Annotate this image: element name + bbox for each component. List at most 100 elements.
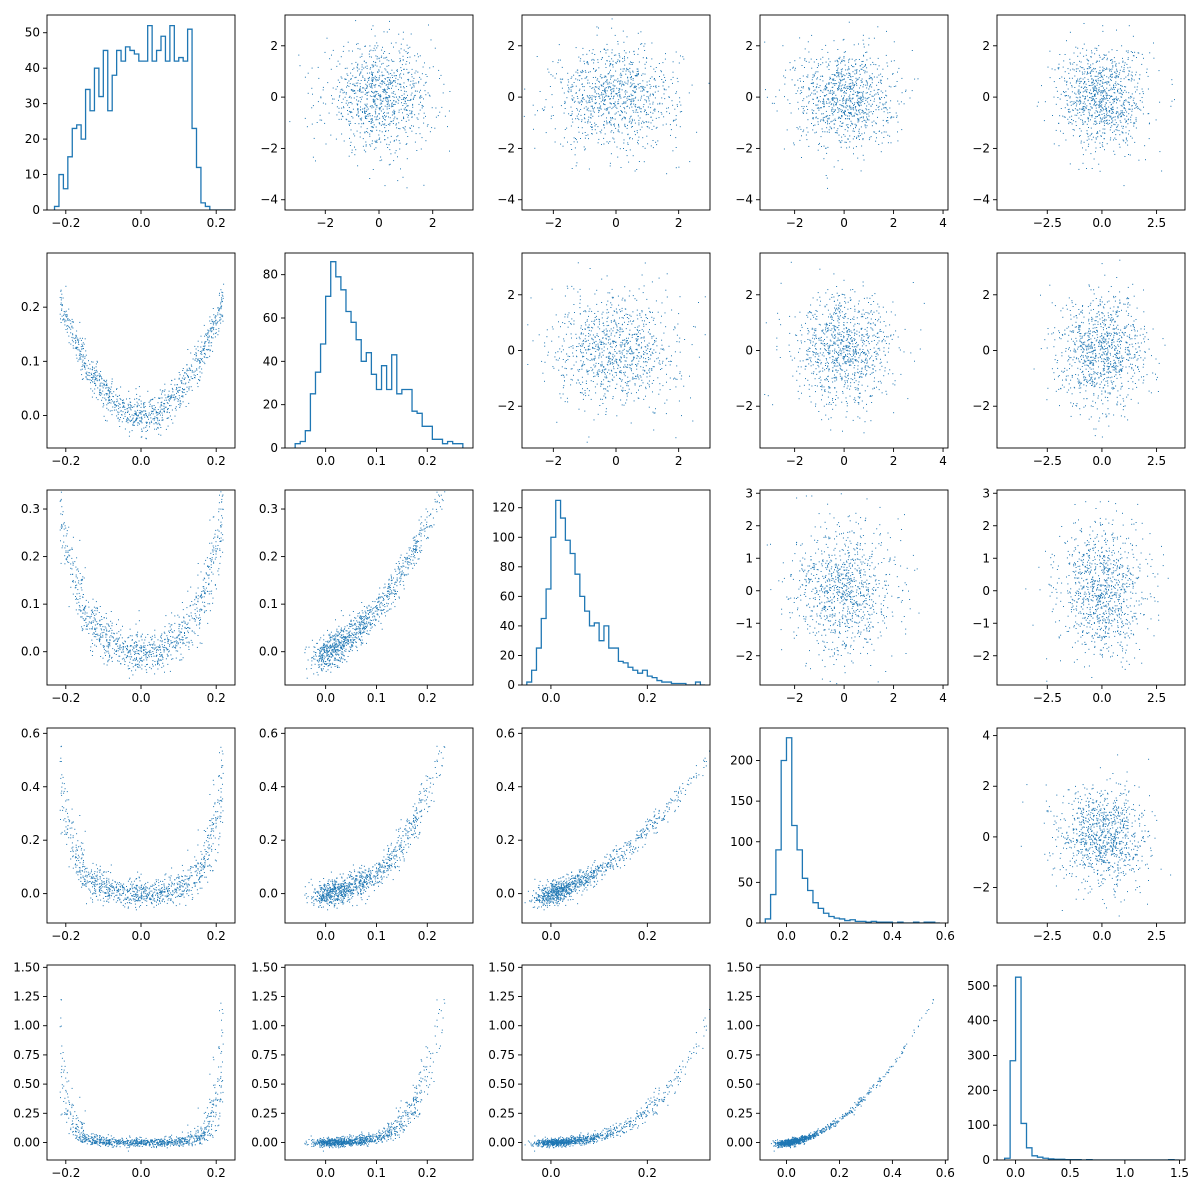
- scatter-point: [394, 599, 396, 600]
- scatter-point: [391, 863, 393, 865]
- scatter-point: [381, 603, 383, 605]
- scatter-point: [164, 642, 166, 643]
- scatter-point: [84, 866, 86, 868]
- scatter-point: [353, 635, 355, 636]
- scatter-point: [376, 607, 378, 609]
- scatter-point: [317, 890, 319, 892]
- scatter-point: [106, 420, 108, 422]
- scatter-point: [127, 652, 129, 654]
- scatter-point: [141, 884, 143, 886]
- scatter-point: [360, 897, 362, 899]
- scatter-point: [83, 594, 84, 595]
- x-tick-label: 0.2: [830, 929, 849, 943]
- scatter-point: [384, 583, 386, 585]
- scatter-point: [82, 579, 83, 581]
- scatter-point: [327, 641, 329, 643]
- scatter-point: [61, 794, 63, 796]
- scatter-point: [360, 891, 361, 893]
- scatter-point: [199, 609, 201, 611]
- scatter-point: [182, 879, 184, 881]
- scatter-point: [360, 624, 362, 625]
- scatter-point: [71, 842, 73, 844]
- scatter-point: [221, 297, 222, 299]
- scatter-point: [334, 634, 336, 636]
- scatter-point: [196, 368, 198, 370]
- scatter-point: [190, 612, 192, 614]
- scatter-point: [70, 573, 72, 575]
- scatter-point: [187, 886, 189, 888]
- scatter-point: [179, 895, 181, 897]
- scatter-point: [352, 645, 354, 647]
- scatter-point: [107, 892, 109, 894]
- scatter-point: [342, 645, 344, 647]
- scatter-point: [400, 566, 402, 568]
- scatter-point: [126, 897, 128, 899]
- scatter-point: [97, 635, 99, 637]
- scatter-point: [79, 606, 81, 608]
- scatter-point: [376, 608, 378, 610]
- scatter-point: [198, 367, 200, 369]
- scatter-point: [71, 318, 73, 320]
- scatter-point: [79, 358, 81, 360]
- scatter-point: [169, 645, 170, 647]
- scatter-point: [365, 617, 367, 619]
- scatter-point: [375, 880, 377, 882]
- scatter-point: [320, 658, 322, 660]
- scatter-point: [182, 893, 184, 895]
- scatter-point: [94, 627, 96, 629]
- scatter-point: [207, 574, 209, 576]
- scatter-point: [220, 800, 222, 802]
- scatter-point: [158, 885, 160, 887]
- scatter-point: [219, 803, 220, 805]
- scatter-point: [388, 584, 390, 586]
- scatter-point: [117, 897, 119, 899]
- scatter-point: [307, 896, 309, 898]
- scatter-point: [425, 508, 427, 510]
- scatter-point: [154, 428, 156, 430]
- scatter-point: [326, 893, 328, 895]
- scatter-point: [340, 658, 342, 660]
- scatter-point: [334, 882, 336, 884]
- scatter-point: [337, 632, 339, 634]
- scatter-point: [205, 341, 207, 342]
- scatter-point: [135, 663, 137, 665]
- scatter-point: [182, 395, 184, 397]
- scatter-point: [202, 866, 204, 867]
- scatter-point: [159, 644, 161, 646]
- y-tick-label: 0.0: [259, 645, 278, 659]
- scatter-point: [91, 377, 93, 378]
- scatter-point: [164, 895, 166, 897]
- scatter-point: [160, 635, 162, 637]
- scatter-point: [360, 644, 362, 646]
- scatter-point: [201, 858, 202, 860]
- scatter-point: [85, 886, 87, 887]
- scatter-point: [192, 358, 194, 360]
- scatter-point: [116, 882, 118, 884]
- scatter-point: [163, 649, 165, 651]
- scatter-point: [140, 893, 142, 895]
- scatter-point: [328, 650, 330, 652]
- scatter-point: [141, 894, 143, 896]
- scatter-point: [363, 880, 365, 882]
- scatter-point: [324, 644, 326, 646]
- scatter-point: [126, 656, 128, 658]
- scatter-point: [120, 399, 122, 401]
- scatter-point: [396, 860, 398, 861]
- y-tick-label: 80: [500, 560, 515, 574]
- scatter-point: [122, 625, 123, 627]
- scatter-point: [200, 869, 202, 871]
- x-tick-label: 0.2: [638, 691, 657, 705]
- scatter-point: [351, 623, 353, 625]
- scatter-point: [178, 625, 180, 627]
- scatter-point: [157, 898, 158, 900]
- scatter-point: [394, 854, 396, 856]
- scatter-point: [345, 636, 346, 638]
- scatter-point: [218, 294, 220, 296]
- scatter-point: [186, 883, 188, 885]
- scatter-point: [152, 665, 154, 667]
- scatter-point: [65, 314, 67, 316]
- scatter-point: [349, 898, 351, 900]
- scatter-point: [93, 873, 95, 875]
- scatter-point: [167, 893, 169, 894]
- scatter-point: [136, 658, 137, 660]
